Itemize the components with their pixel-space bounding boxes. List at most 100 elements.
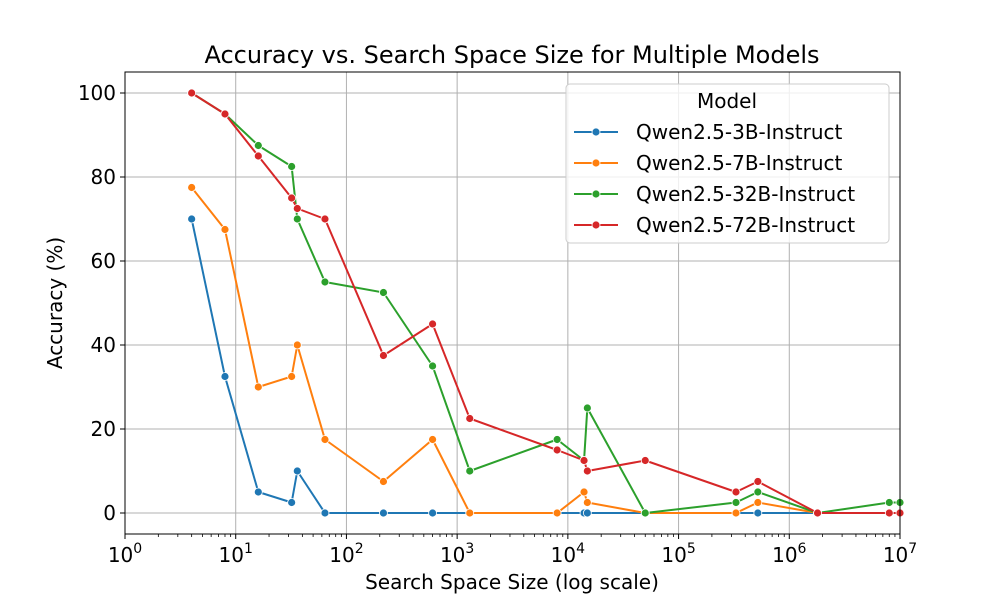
legend-swatch-marker	[591, 127, 601, 137]
data-point	[220, 372, 230, 381]
x-tick-exponent: 1	[244, 541, 253, 557]
x-tick-exponent: 3	[465, 541, 474, 557]
y-axis-label: Accuracy (%)	[43, 237, 67, 369]
x-tick-label: 106	[772, 541, 806, 567]
data-point	[582, 498, 592, 507]
x-tick-exponent: 2	[355, 541, 364, 557]
legend-swatch-marker	[591, 220, 601, 230]
legend-entries: Qwen2.5-3B-Instruct Qwen2.5-7B-Instruct Qw…	[574, 120, 855, 237]
data-point	[813, 508, 822, 518]
x-tick-label: 104	[551, 541, 585, 567]
data-point	[582, 508, 592, 518]
data-point	[187, 183, 197, 192]
x-tick-base: 10	[551, 543, 576, 567]
data-point	[287, 193, 297, 203]
y-tick-label: 60	[91, 249, 116, 273]
data-point	[287, 498, 297, 507]
x-tick-label: 100	[108, 541, 142, 567]
data-point	[320, 435, 330, 444]
series-line	[191, 92, 900, 514]
data-point	[428, 361, 437, 371]
data-point	[187, 88, 197, 98]
legend-frame	[565, 83, 890, 244]
x-tick-label: 107	[883, 541, 917, 567]
series-qwen2-5-7b-instruct	[187, 183, 905, 518]
legend-entry: Qwen2.5-72B-Instruct	[574, 213, 855, 237]
data-point	[253, 141, 263, 150]
legend-label: Qwen2.5-32B-Instruct	[636, 182, 855, 206]
legend-label: Qwen2.5-7B-Instruct	[636, 151, 842, 175]
data-point	[379, 477, 388, 486]
data-point	[320, 214, 330, 224]
y-tick-label: 0	[103, 501, 116, 525]
data-point	[379, 288, 388, 297]
series-qwen2-5-72b-instruct	[187, 88, 905, 518]
x-tick-base: 10	[108, 543, 133, 567]
data-point	[428, 319, 437, 329]
x-tick-exponent: 6	[798, 541, 807, 557]
data-point	[753, 508, 763, 518]
data-point	[731, 508, 741, 518]
data-point	[253, 151, 263, 161]
data-point	[287, 162, 297, 171]
legend-title: Model	[697, 89, 757, 113]
x-axis-ticks: 100 101 102 103 104 105 106 107	[108, 534, 917, 567]
data-point	[253, 487, 263, 497]
y-tick-label: 40	[91, 333, 116, 357]
x-tick-base: 10	[772, 543, 797, 567]
data-point	[292, 214, 302, 224]
data-point	[465, 508, 475, 518]
data-point	[220, 225, 230, 234]
x-tick-base: 10	[219, 543, 244, 567]
data-point	[379, 351, 388, 360]
x-tick-label: 103	[440, 541, 474, 567]
legend-label: Qwen2.5-3B-Instruct	[636, 120, 842, 144]
data-point	[753, 487, 763, 497]
plot-frame	[124, 71, 901, 535]
data-point	[292, 204, 302, 213]
data-point	[379, 508, 388, 518]
legend-entry: Qwen2.5-32B-Instruct	[574, 182, 855, 206]
x-tick-label: 101	[219, 541, 253, 567]
x-tick-label: 102	[329, 541, 363, 567]
data-point	[253, 382, 263, 392]
data-point	[884, 498, 894, 507]
data-point	[187, 214, 197, 224]
legend-entry: Qwen2.5-3B-Instruct	[574, 120, 842, 144]
data-point	[320, 277, 330, 287]
data-point	[428, 508, 437, 518]
data-point	[287, 372, 297, 381]
series-layer	[187, 88, 905, 518]
data-point	[552, 508, 562, 518]
series-qwen2-5-3b-instruct	[187, 214, 905, 518]
data-point	[579, 487, 589, 497]
x-tick-base: 10	[883, 543, 908, 567]
x-tick-base: 10	[329, 543, 354, 567]
data-point	[753, 498, 763, 507]
x-axis-label: Search Space Size (log scale)	[365, 570, 659, 594]
data-point	[884, 508, 894, 518]
y-tick-label: 80	[91, 165, 116, 189]
chart-title: Accuracy vs. Search Space Size for Multi…	[204, 41, 819, 69]
data-point	[731, 498, 741, 507]
y-tick-label: 100	[78, 81, 116, 105]
y-tick-label: 20	[91, 417, 116, 441]
legend-swatch-marker	[591, 189, 601, 199]
y-axis-ticks: 0 20 40 60 80 100	[78, 81, 125, 525]
x-tick-exponent: 7	[908, 541, 917, 557]
data-point	[552, 435, 562, 444]
legend-label: Qwen2.5-72B-Instruct	[636, 213, 855, 237]
data-point	[753, 477, 763, 486]
data-point	[465, 466, 475, 476]
x-tick-label: 105	[661, 541, 695, 567]
x-tick-base: 10	[661, 543, 686, 567]
data-point	[640, 508, 650, 518]
data-point	[552, 445, 562, 455]
data-point	[465, 414, 475, 423]
x-tick-base: 10	[440, 543, 465, 567]
data-point	[582, 466, 592, 476]
legend: Model Qwen2.5-3B-Instruct Qwen2.5-7B-Inst…	[565, 83, 890, 244]
data-point	[292, 340, 302, 350]
x-tick-exponent: 5	[687, 541, 696, 557]
